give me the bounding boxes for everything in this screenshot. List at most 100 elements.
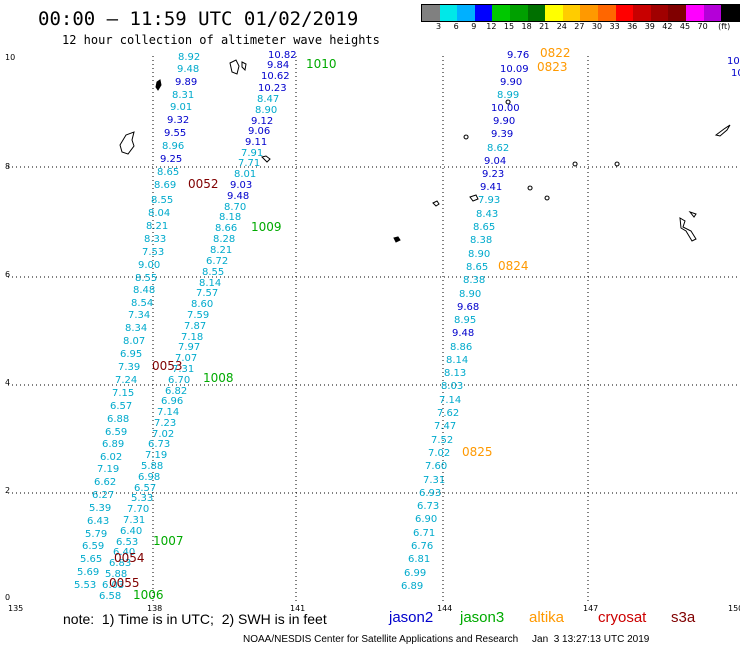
wave-height-value: 6.70 [168,375,190,386]
legend-swatch [474,5,493,21]
wave-height-value: 8.86 [450,342,472,353]
land-outlines [119,59,731,243]
wave-height-value: 5.88 [141,461,163,472]
wave-height-value: 6.71 [413,528,435,539]
color-legend-labels: 3 6 9 12 15 18 21 24 27 30 33 36 39 42 45 70 (ft) [421,22,740,34]
legend-swatch [721,5,739,21]
legend-label: 33 [609,22,620,31]
wave-height-value: 7.87 [184,321,206,332]
wave-height-value: 7.14 [439,395,461,406]
map-title: 00:00 – 11:59 UTC 01/02/2019 [38,8,359,30]
legend-swatch [527,5,546,21]
wave-height-value: 8.62 [487,143,509,154]
wave-height-value: 8.48 [133,285,155,296]
wave-height-value: 8.04 [148,208,170,219]
pass-time-label: 1009 [251,220,282,234]
wave-height-value: 5.79 [85,529,107,540]
color-legend-bar [421,4,740,22]
pass-time-label: 1006 [133,588,164,602]
island-shape [714,124,731,137]
wave-height-value: 6.83 [109,558,131,569]
legend-swatch [650,5,669,21]
x-tick-label: 138 [147,604,162,613]
wave-height-value: 9.48 [452,328,474,339]
wave-height-value: 6.40 [120,526,142,537]
wave-height-value: 9.01 [170,102,192,113]
wave-height-value: 10.62 [261,71,290,82]
wave-height-value: 5.53 [74,580,96,591]
legend-label: 70 [697,22,708,31]
legend-label: 39 [644,22,655,31]
wave-height-value: 7.18 [181,332,203,343]
wave-height-value: 7.47 [434,421,456,432]
legend-swatch [509,5,528,21]
wave-height-value: 7.53 [142,247,164,258]
legend-label: 18 [521,22,532,31]
legend-swatch [633,5,651,21]
wave-height-value: 7.07 [175,353,197,364]
island-shape [393,236,401,243]
wave-height-value: 6.76 [411,541,433,552]
y-tick-label: 8 [5,162,10,171]
wave-height-value: 9.11 [245,137,267,148]
wave-height-value: 8.96 [162,141,184,152]
legend-label: 6 [453,22,459,31]
wave-height-value: 6.82 [165,386,187,397]
wave-height-value: 9.55 [164,128,186,139]
legend-swatch [615,5,634,21]
wave-height-value: 10.09 [500,64,529,75]
wave-height-value: 7.62 [437,408,459,419]
wave-height-value: 8.31 [172,90,194,101]
wave-height-value: 7.39 [118,362,140,373]
legend-label: 12 [486,22,497,31]
wave-height-value: 6.58 [99,591,121,602]
legend-altika: altika [529,609,565,626]
legend-label: (ft) [718,22,731,31]
wave-height-value: 6.03 [102,580,124,591]
x-tick-label: 135 [8,604,23,613]
wave-height-value: 8.38 [463,275,485,286]
wave-height-value: 9.04 [484,156,506,167]
pass-time-label: 1007 [153,534,184,548]
wave-height-value: 5.33 [131,493,153,504]
wave-height-value: 7.93 [478,195,500,206]
island-shape [463,99,620,201]
y-tick-label: 10 [5,53,15,62]
wave-height-value: 8.65 [157,167,179,178]
wave-height-value: 9.90 [500,77,522,88]
wave-height-value: 10 [731,68,740,79]
wave-height-value: 9.00 [138,260,160,271]
wave-height-value: 5.65 [80,554,102,565]
x-tick-label: 150 [728,604,740,613]
wave-height-value: 7.59 [187,310,209,321]
wave-height-value: 8.70 [224,202,246,213]
wave-height-value: 8.14 [199,278,221,289]
wave-height-value: 7.71 [238,158,260,169]
wave-height-value: 7.52 [431,435,453,446]
wave-height-value: 9.48 [227,191,249,202]
pass-time-label: 0822 [540,46,571,60]
legend-swatch [597,5,616,21]
wave-height-value: 6.89 [102,439,124,450]
credit-line: NOAA/NESDIS Center for Satellite Applica… [243,634,650,645]
legend-label: 42 [662,22,673,31]
wave-height-value: 9.84 [267,60,289,71]
wave-height-value: 8.28 [213,234,235,245]
wave-height-value: 6.88 [107,414,129,425]
wave-height-value: 7.02 [152,429,174,440]
wave-height-value: 6.62 [94,477,116,488]
wave-height-value: 10 [727,56,740,67]
y-tick-label: 0 [5,593,10,602]
wave-height-value: 9.48 [177,64,199,75]
legend-label: 30 [591,22,603,31]
wave-height-value: 8.43 [476,209,498,220]
legend-jason2: jason2 [389,609,434,626]
wave-height-value: 6.43 [87,516,109,527]
wave-height-value: 8.60 [191,299,213,310]
wave-height-value: 6.93 [419,488,441,499]
y-tick-label: 2 [5,486,10,495]
wave-height-value: 7.97 [178,342,200,353]
wave-height-value: 7.19 [97,464,119,475]
island-shape [155,79,162,91]
wave-height-value: 8.66 [215,223,237,234]
